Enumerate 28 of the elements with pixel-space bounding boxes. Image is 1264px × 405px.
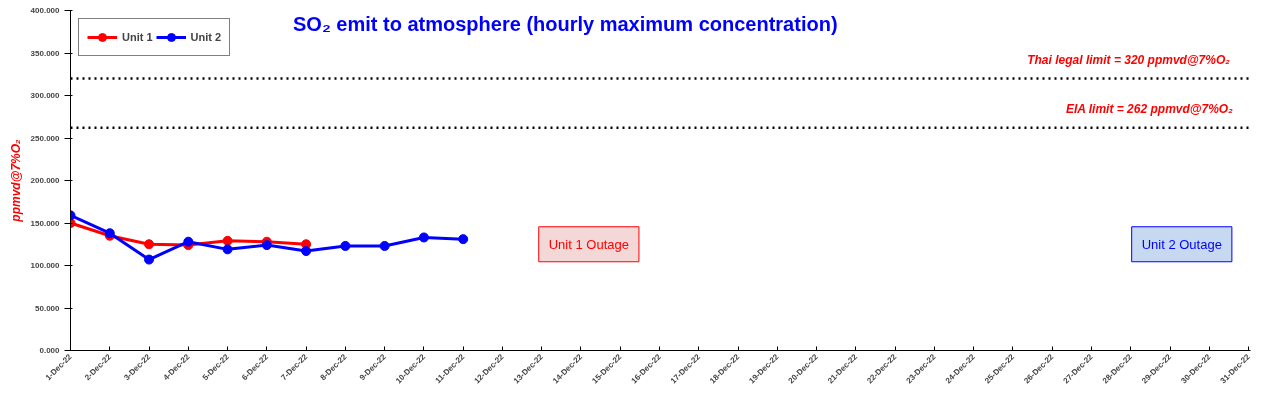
point [301,246,312,257]
y-tick-label: 0.000 [39,346,61,355]
point [458,234,469,245]
annotation: Unit 2 Outage [1141,236,1222,252]
point [222,235,233,246]
y-tick-label: 200.000 [30,176,61,185]
chart-title: SO₂ emit to atmosphere (hourly maximum concentration) [293,12,838,35]
point [261,240,272,251]
point [222,244,233,255]
y-tick-label: 50.000 [35,303,61,313]
y-tick-label: 300.000 [30,91,61,100]
point [183,236,194,247]
point [144,254,155,265]
legend-label: Unit 1 [122,31,153,43]
y-tick-label: 400.000 [30,6,61,15]
ref-line-label: Thai legal limit = 320 ppmvd@7%O₂ [1027,52,1231,67]
y-axis-title: ppmvd@7%O₂ [8,138,23,223]
y-tick-label: 250.000 [30,133,61,143]
annotation: Unit 1 Outage [548,236,629,252]
legend-label: Unit 2 [190,31,222,43]
y-tick-label: 350.000 [30,48,61,58]
point [418,232,429,243]
y-tick-label: 100.000 [30,261,61,270]
point [379,240,390,251]
y-tick-label: 150.000 [30,218,61,228]
point [340,240,351,251]
ref-line-label: EIA limit = 262 ppmvd@7%O₂ [1065,101,1234,116]
point [144,239,155,250]
